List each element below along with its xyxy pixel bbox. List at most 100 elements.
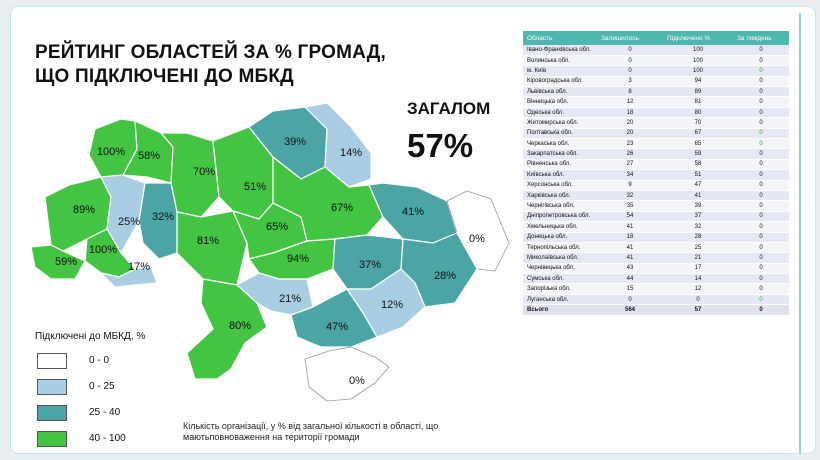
legend-swatch bbox=[37, 431, 67, 447]
value-cell: 17 bbox=[663, 263, 733, 275]
ukraine-map: 100% 58% 70% 51% 39% 14% 89% 25% 32% 81% 65% 67% 41%… bbox=[30, 102, 510, 402]
region-label-kyiv-obl: 51% bbox=[244, 181, 266, 193]
region-name-cell: Полтавська обл. bbox=[523, 128, 597, 140]
region-name-cell: Сумська обл. bbox=[523, 273, 597, 285]
table-row: Чернівецька обл. 43 17 0 bbox=[523, 263, 789, 275]
value-cell: 94 bbox=[663, 76, 733, 88]
value-cell: 54 bbox=[597, 211, 663, 223]
table-row: Запорізька обл. 15 12 0 bbox=[523, 283, 789, 295]
region-label-ternopil: 25% bbox=[118, 216, 140, 228]
region-name-cell: Донецька обл. bbox=[523, 232, 597, 243]
table-row: Вінницька обл. 12 81 0 bbox=[523, 96, 789, 108]
legend-item: 0 - 25 bbox=[35, 377, 185, 403]
table-row: Хмельницька обл. 41 32 0 bbox=[523, 221, 789, 233]
table-row: Кіровоградська обл. 3 94 0 bbox=[523, 76, 789, 88]
value-cell: 0 bbox=[733, 294, 789, 306]
region-name-cell: Хмельницька обл. bbox=[523, 221, 597, 233]
value-cell: 21 bbox=[663, 252, 733, 264]
value-cell: 9 bbox=[597, 180, 663, 191]
region-name-cell: Львівська обл. bbox=[523, 86, 597, 98]
region-name-cell: м. Київ bbox=[523, 65, 597, 77]
region-vinnytsia bbox=[176, 210, 248, 286]
table-row: Полтавська обл. 20 67 0 bbox=[523, 128, 789, 140]
table-row: Сумська обл. 44 14 0 bbox=[523, 273, 789, 285]
legend-swatch bbox=[37, 353, 67, 369]
table-row: м. Київ 0 100 0 bbox=[523, 65, 789, 77]
title-line-1: РЕЙТИНГ ОБЛАСТЕЙ ЗА % ГРОМАД, bbox=[35, 42, 386, 63]
table-row: Одеська обл. 18 80 0 bbox=[523, 107, 789, 119]
region-label-zakarpattia: 59% bbox=[55, 256, 77, 268]
value-cell: 89 bbox=[663, 86, 733, 98]
value-cell: 14 bbox=[663, 273, 733, 285]
region-name-cell: Київська обл. bbox=[523, 169, 597, 181]
table-row: Миколаївська обл. 41 21 0 bbox=[523, 252, 789, 264]
region-label-kherson: 47% bbox=[326, 321, 348, 333]
region-label-chernivtsi: 17% bbox=[128, 261, 150, 273]
legend-label: 0 - 0 bbox=[89, 355, 110, 366]
value-cell: 34 bbox=[597, 169, 663, 181]
region-name-cell: Волинська обл. bbox=[523, 55, 597, 67]
value-cell: 0 bbox=[733, 283, 789, 295]
value-cell: 32 bbox=[597, 190, 663, 202]
region-name-cell: Тернопільська обл. bbox=[523, 242, 597, 254]
value-cell: 100 bbox=[663, 65, 733, 77]
value-cell: 70 bbox=[663, 117, 733, 129]
slide: РЕЙТИНГ ОБЛАСТЕЙ ЗА % ГРОМАД, ЩО ПІДКЛЮЧ… bbox=[10, 6, 816, 454]
value-cell: 81 bbox=[663, 96, 733, 108]
legend-label: 40 - 100 bbox=[89, 433, 126, 444]
region-label-poltava: 67% bbox=[331, 202, 353, 214]
value-cell: 0 bbox=[733, 65, 789, 77]
legend-swatch bbox=[37, 379, 67, 395]
value-cell: 20 bbox=[597, 128, 663, 140]
value-cell: 39 bbox=[663, 200, 733, 212]
value-cell: 0 bbox=[733, 96, 789, 108]
value-cell: 12 bbox=[663, 283, 733, 295]
value-cell: 0 bbox=[733, 221, 789, 233]
region-name-cell: Закарпатська обл. bbox=[523, 148, 597, 160]
table-row: Київська обл. 34 51 0 bbox=[523, 169, 789, 181]
table-total-row: Всього 564 57 0 bbox=[523, 304, 789, 316]
table-row: Дніпропетровська обл. 54 37 0 bbox=[523, 211, 789, 223]
value-cell: 0 bbox=[733, 252, 789, 264]
value-cell: 41 bbox=[663, 190, 733, 202]
table-row: Житомирська обл. 20 70 0 bbox=[523, 117, 789, 129]
region-label-sumy: 14% bbox=[340, 147, 362, 159]
value-cell: 0 bbox=[597, 55, 663, 67]
total-value-cell: 0 bbox=[733, 304, 789, 316]
region-name-cell: Чернівецька обл. bbox=[523, 263, 597, 275]
value-cell: 43 bbox=[597, 263, 663, 275]
region-name-cell: Рівненська обл. bbox=[523, 159, 597, 171]
region-name-cell: Запорізька обл. bbox=[523, 283, 597, 295]
region-name-cell: Миколаївська обл. bbox=[523, 252, 597, 264]
bottom-tab bbox=[319, 453, 509, 454]
value-cell: 58 bbox=[663, 159, 733, 171]
region-chernivtsi bbox=[100, 266, 158, 288]
value-cell: 18 bbox=[597, 232, 663, 243]
value-cell: 0 bbox=[733, 86, 789, 98]
region-label-rivne: 58% bbox=[138, 150, 160, 162]
table-row: Херсонська обл. 9 47 0 bbox=[523, 180, 789, 191]
value-cell: 0 bbox=[733, 263, 789, 275]
value-cell: 41 bbox=[597, 221, 663, 233]
table-row: Донецька обл. 18 28 0 bbox=[523, 232, 789, 243]
legend-swatch bbox=[37, 405, 67, 421]
value-cell: 37 bbox=[663, 211, 733, 223]
table-row: Львівська обл. 8 89 0 bbox=[523, 86, 789, 98]
value-cell: 25 bbox=[663, 242, 733, 254]
value-cell: 15 bbox=[597, 283, 663, 295]
value-cell: 100 bbox=[663, 55, 733, 67]
value-cell: 0 bbox=[733, 107, 789, 119]
region-kherson bbox=[290, 288, 378, 348]
region-name-cell: Дніпропетровська обл. bbox=[523, 211, 597, 223]
value-cell: 41 bbox=[597, 252, 663, 264]
value-cell: 0 bbox=[733, 190, 789, 202]
legend-label: 0 - 25 bbox=[89, 381, 115, 392]
value-cell: 0 bbox=[733, 200, 789, 212]
overall-label: ЗАГАЛОМ bbox=[407, 99, 491, 118]
value-cell: 0 bbox=[733, 232, 789, 243]
legend-title: Підключені до МБКД, % bbox=[35, 331, 146, 342]
value-cell: 0 bbox=[733, 45, 789, 56]
value-cell: 0 bbox=[733, 138, 789, 150]
total-label-cell: Всього bbox=[523, 304, 597, 316]
table-row: Волинська обл. 0 100 0 bbox=[523, 55, 789, 67]
